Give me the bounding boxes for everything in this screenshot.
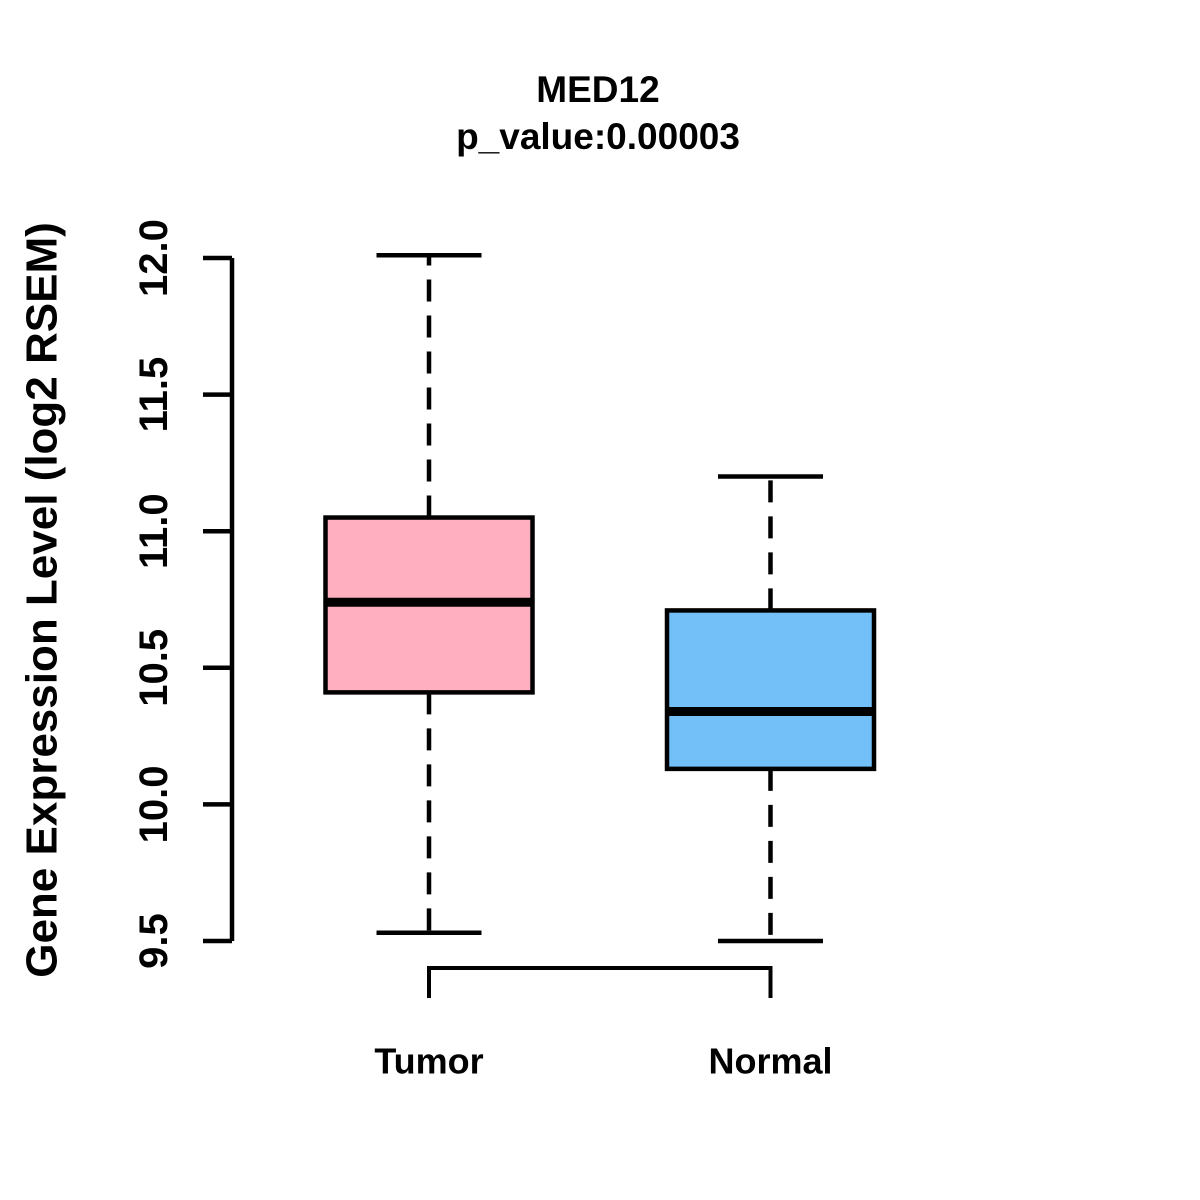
y-tick-label: 12.0 <box>132 219 176 297</box>
chart-subtitle: p_value:0.00003 <box>456 116 740 157</box>
chart-title-block: MED12 p_value:0.00003 <box>456 66 740 160</box>
y-tick-label: 10.0 <box>132 765 176 843</box>
x-axis-label-normal: Normal <box>708 1041 832 1082</box>
y-tick-label: 11.0 <box>132 493 176 569</box>
y-axis-title: Gene Expression Level (log2 RSEM) <box>18 222 67 978</box>
comparison-bracket <box>427 966 773 998</box>
box-normal <box>664 608 877 772</box>
y-tick-label: 11.5 <box>132 357 176 433</box>
plot-layer: 9.5 10.0 10.5 11.0 11.5 12.0 Tumor Normal <box>132 219 877 1082</box>
y-tick-label: 10.5 <box>132 629 176 707</box>
chart-title: MED12 <box>536 69 660 110</box>
x-axis-label-tumor: Tumor <box>374 1041 483 1082</box>
y-tick-label: 9.5 <box>132 913 176 969</box>
